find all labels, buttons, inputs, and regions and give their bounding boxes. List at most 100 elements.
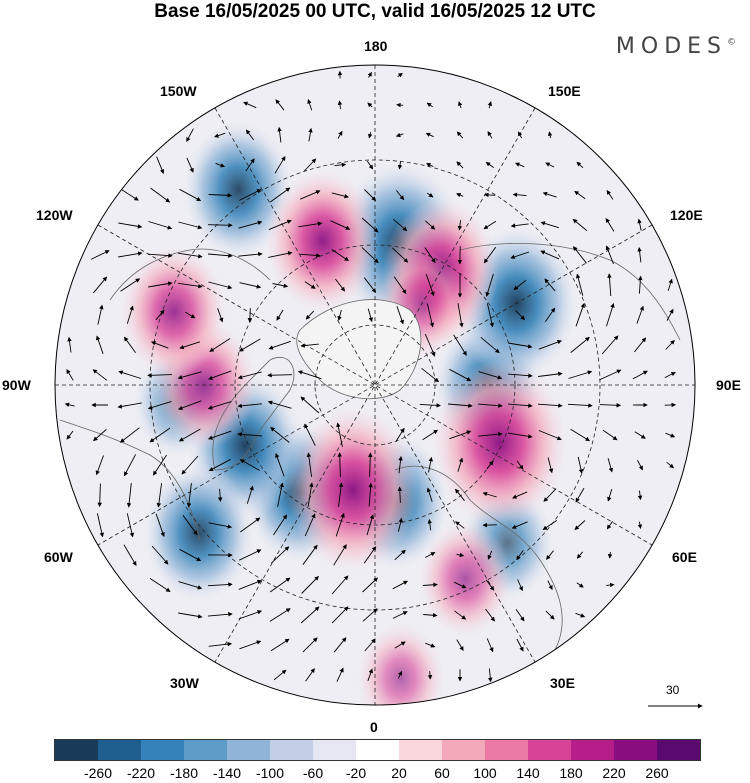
wind-vector (119, 427, 140, 443)
wind-vector (575, 273, 584, 296)
wind-vector (300, 343, 319, 348)
wind-vector (304, 423, 316, 446)
wind-vector (366, 514, 375, 536)
wind-vector (427, 671, 433, 680)
wind-vector (239, 189, 262, 201)
wind-vector (217, 308, 224, 323)
colorbar-tick-label: 260 (645, 765, 669, 781)
wind-vector (300, 606, 320, 624)
wind-vector (508, 342, 533, 349)
wind-vector (67, 336, 72, 353)
wind-vector (150, 341, 169, 349)
wind-vector (237, 432, 263, 437)
wind-vector (637, 246, 642, 263)
wind-vector (96, 335, 104, 354)
wind-vector (152, 454, 167, 476)
wind-vector (300, 253, 321, 258)
wind-vector (150, 187, 171, 203)
wind-vector (147, 253, 173, 258)
wind-vector (305, 310, 315, 320)
wind-vector (570, 428, 591, 442)
wind-vector (605, 217, 615, 232)
wind-vector (267, 400, 292, 409)
wind-vector (302, 544, 318, 565)
wind-vector (540, 221, 559, 229)
wind-vector (667, 278, 673, 291)
wind-vector (456, 552, 465, 558)
wind-vector (447, 403, 473, 408)
wind-vector (393, 218, 408, 232)
wind-vector (396, 102, 404, 108)
wind-vector (488, 668, 493, 683)
wind-vector (237, 371, 262, 380)
wind-vector (273, 514, 288, 536)
wind-vector (574, 190, 586, 200)
wind-vector (486, 638, 494, 653)
wind-vector (538, 340, 562, 350)
wind-vector (455, 521, 465, 529)
lon-label-180: 180 (364, 38, 388, 54)
coastlines (59, 243, 681, 651)
wind-vector (304, 513, 316, 537)
wind-vector (634, 431, 646, 439)
wind-vector (542, 191, 557, 198)
wind-vector (181, 455, 199, 475)
wind-vector (118, 370, 142, 379)
wind-vector (149, 427, 171, 443)
wind-vector (455, 488, 465, 501)
lon-label-60e: 60E (672, 549, 697, 565)
colorbar-swatch (442, 740, 485, 760)
colorbar-swatch (270, 740, 313, 760)
positive-anomaly (266, 170, 380, 312)
lon-label-90e: 90E (716, 377, 741, 393)
wind-vector (538, 430, 562, 441)
wind-vector (576, 582, 584, 588)
colorbar-tick-label: 20 (391, 765, 407, 781)
wind-vector (457, 220, 463, 231)
wind-vector (177, 371, 202, 380)
wind-vector (147, 400, 172, 410)
wind-vector (419, 403, 441, 408)
wind-vector (297, 370, 322, 380)
positive-anomaly (121, 245, 227, 378)
wind-vector (275, 452, 285, 477)
wind-vector (207, 253, 233, 258)
wind-vector (334, 162, 347, 168)
lon-label-120w: 120W (36, 207, 73, 223)
wind-vector (179, 341, 201, 350)
wind-vector (217, 488, 223, 502)
wind-vector (457, 457, 464, 472)
wind-vector (303, 158, 317, 172)
wind-vector (268, 340, 291, 350)
wind-vector (338, 482, 344, 507)
wind-vector (421, 367, 440, 383)
wind-vector (544, 307, 556, 323)
wind-vector (368, 452, 373, 477)
colorbar-swatch (55, 740, 98, 760)
wind-vector (367, 668, 373, 681)
wind-vector (458, 101, 463, 109)
wind-vector (215, 162, 226, 168)
wind-vector (516, 550, 524, 561)
wind-vector (454, 581, 467, 589)
wind-vector (599, 403, 622, 408)
wind-vector (392, 580, 408, 590)
wind-vector (665, 339, 675, 350)
wind-vector (393, 276, 407, 295)
wind-vector (632, 370, 648, 380)
wind-vector (362, 608, 378, 622)
wind-vector (151, 545, 169, 565)
colorbar-tick-label: 60 (434, 765, 450, 781)
wind-vector (208, 641, 233, 647)
wind-vector (605, 245, 614, 265)
wind-vector (245, 129, 254, 141)
reference-arrow (648, 703, 703, 709)
wind-vector (186, 128, 194, 142)
colorbar-tick-label: 220 (602, 765, 626, 781)
wind-vector (331, 249, 350, 262)
wind-vector (239, 459, 260, 471)
wind-vector (485, 273, 494, 297)
wind-vector (306, 452, 313, 477)
wind-vector (449, 430, 472, 440)
wind-vector (269, 608, 291, 622)
